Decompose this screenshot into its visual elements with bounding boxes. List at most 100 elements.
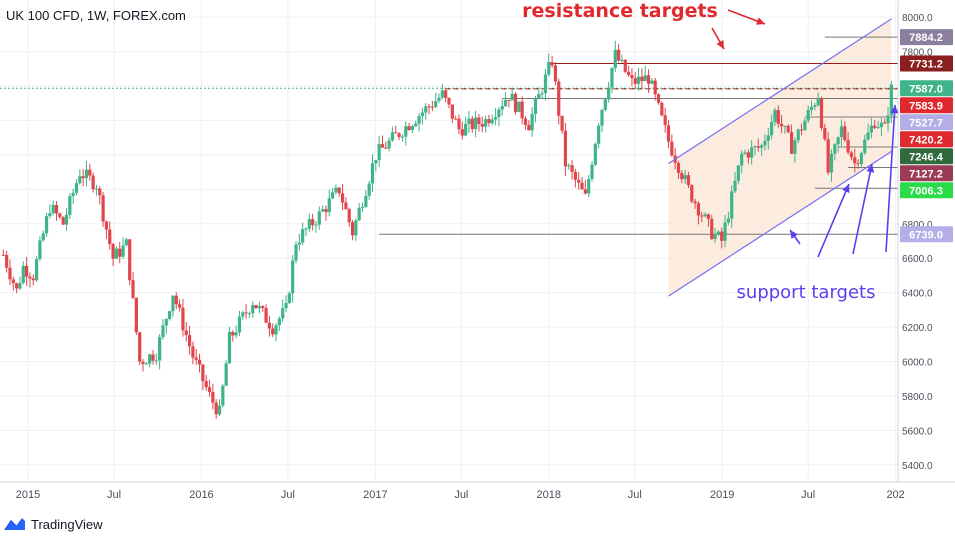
price-level-label: 7731.2	[909, 58, 943, 70]
candle-body	[121, 245, 125, 257]
candle-body	[454, 118, 458, 120]
price-level-label: 7583.9	[909, 100, 943, 112]
support-arrow-head	[890, 105, 899, 114]
candle-body	[154, 360, 158, 362]
candle-body	[211, 392, 215, 403]
x-tick-label: 2018	[537, 489, 561, 501]
candle-body	[547, 62, 551, 75]
candle-body	[184, 330, 188, 336]
candle-body	[583, 189, 587, 194]
candle-body	[600, 109, 604, 126]
candle-body	[21, 265, 25, 283]
support-arrow-head	[790, 230, 798, 239]
candle-body	[374, 160, 378, 164]
x-tick-label: Jul	[281, 489, 295, 501]
candle-body	[587, 179, 591, 194]
support-arrow	[852, 163, 873, 255]
candle-body	[876, 127, 880, 129]
y-tick-label: 6000.0	[902, 358, 933, 369]
candle-body	[144, 363, 148, 365]
candle-body	[567, 165, 571, 167]
price-level-label: 7420.2	[909, 134, 943, 146]
candle-body	[450, 104, 454, 119]
y-tick-label: 5400.0	[902, 461, 933, 472]
candle-body	[354, 220, 358, 236]
candle-body	[803, 120, 807, 131]
candle-body	[653, 80, 657, 95]
candle-body	[783, 125, 787, 127]
candle-body	[813, 105, 817, 107]
candle-body	[387, 140, 391, 149]
candle-body	[806, 109, 810, 121]
y-tick-label: 6600.0	[902, 254, 933, 265]
candle-body	[889, 84, 893, 116]
price-level-label: 7246.4	[909, 151, 944, 163]
candle-body	[307, 219, 311, 229]
candle-body	[191, 346, 195, 358]
candle-body	[829, 153, 834, 173]
candle-body	[48, 213, 52, 217]
candle-body	[603, 99, 607, 110]
candle-body	[706, 214, 711, 219]
candle-body	[327, 198, 331, 213]
x-tick-label: 202	[886, 489, 904, 501]
candle-body	[257, 306, 262, 309]
candle-body	[833, 144, 837, 154]
candle-body	[869, 125, 873, 133]
candle-body	[686, 175, 691, 186]
y-tick-label: 8000.0	[902, 13, 933, 24]
x-tick-label: Jul	[628, 489, 642, 501]
candle-body	[38, 240, 42, 259]
candle-body	[111, 244, 115, 259]
candle-body	[660, 102, 664, 116]
candle-body	[866, 132, 870, 140]
candle-body	[224, 363, 228, 386]
candle-body	[723, 222, 727, 241]
candle-body	[380, 144, 385, 148]
candle-body	[15, 283, 19, 289]
axes-layer: 5400.0 5600.0 5800.0 6000.0 6200.0 6400.0 6600…	[0, 0, 955, 501]
candle-body	[557, 81, 561, 116]
price-level-badge	[900, 114, 953, 131]
candle-body	[597, 125, 601, 144]
candle-body	[427, 106, 431, 108]
candle-body	[234, 332, 238, 336]
candle-body	[197, 359, 202, 365]
candle-body	[763, 140, 767, 146]
candle-body	[277, 318, 281, 326]
candle-body	[716, 231, 720, 235]
candle-body	[390, 132, 395, 141]
candle-body	[370, 163, 375, 184]
candle-body	[28, 276, 32, 279]
candle-body	[11, 279, 15, 284]
candle-body	[756, 146, 760, 148]
candle-body	[523, 118, 528, 125]
candle-body	[650, 80, 654, 84]
price-level-label: 7127.2	[909, 168, 943, 180]
candle-body	[251, 305, 255, 314]
candle-body	[151, 354, 155, 361]
candle-body	[128, 239, 132, 281]
candle-body	[430, 106, 434, 108]
candle-body	[593, 143, 597, 165]
candle-body	[187, 335, 192, 347]
candle-body	[178, 304, 182, 308]
candle-body	[633, 78, 637, 84]
candle-body	[843, 126, 847, 141]
price-level-badge	[900, 97, 953, 114]
candle-body	[577, 179, 581, 183]
candle-body	[217, 405, 222, 415]
tradingview-logo[interactable]: TradingView	[4, 514, 103, 534]
candle-body	[507, 99, 511, 101]
candle-body	[863, 139, 867, 154]
candle-body	[543, 74, 548, 94]
candle-body	[1, 254, 5, 256]
candle-body	[221, 385, 225, 406]
candle-body	[740, 153, 744, 166]
support-arrow-head	[866, 164, 875, 173]
candle-body	[846, 140, 850, 153]
price-level-label: 7006.3	[909, 185, 943, 197]
chart-title: UK 100 CFD, 1W, FOREX.com	[6, 8, 186, 23]
candle-body	[271, 328, 275, 335]
candle-body	[417, 116, 421, 124]
